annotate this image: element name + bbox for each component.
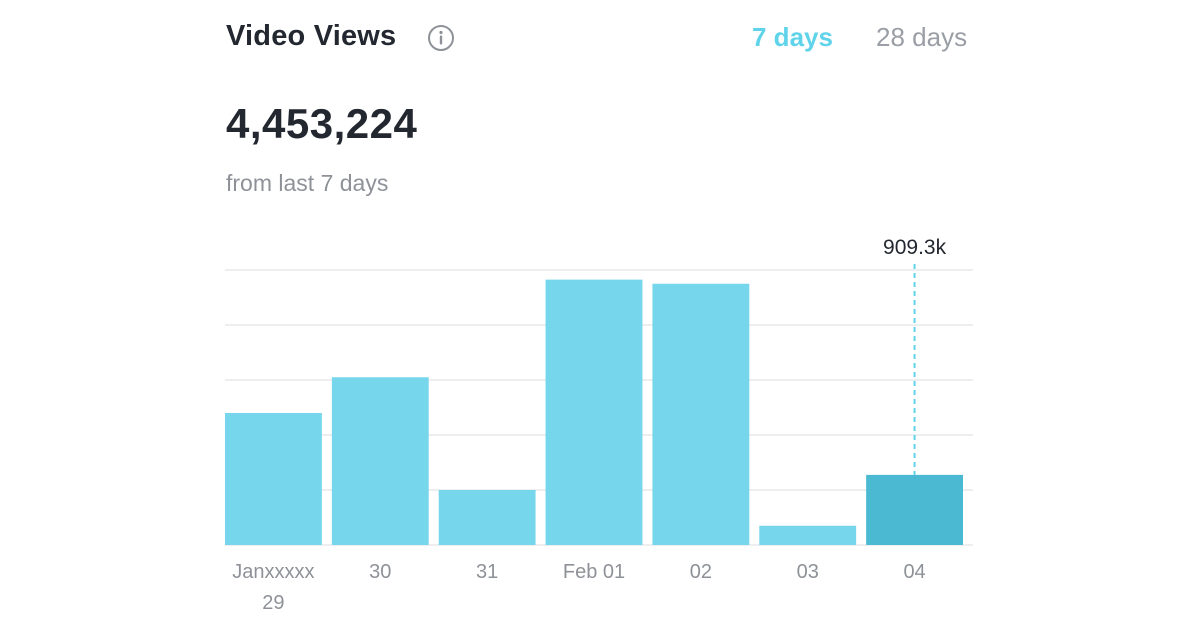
period-subtitle: from last 7 days (226, 170, 389, 196)
total-views: 4,453,224 (226, 100, 418, 147)
x-tick-label: Feb 01 (563, 561, 625, 583)
card-title: Video Views (226, 20, 397, 52)
bar[interactable] (759, 525, 857, 545)
x-tick-label: 03 (797, 561, 819, 583)
tab-28-days[interactable]: 28 days (876, 22, 968, 52)
bar[interactable] (866, 474, 963, 545)
x-tick-label: Janxxxxx 29 (232, 561, 314, 614)
x-tick-label: 30 (369, 561, 391, 583)
bar[interactable] (545, 279, 643, 545)
bar[interactable] (331, 377, 429, 545)
bar[interactable] (225, 413, 322, 545)
x-tick-label: 31 (476, 561, 498, 583)
info-circle-icon[interactable] (427, 24, 455, 52)
tab-7-days[interactable]: 7 days (752, 22, 833, 52)
selected-value-label: 909.3k (883, 236, 947, 259)
x-tick-label: 02 (690, 561, 712, 583)
x-tick-label: 04 (903, 561, 925, 583)
bar[interactable] (652, 283, 750, 545)
bar[interactable] (438, 490, 536, 545)
